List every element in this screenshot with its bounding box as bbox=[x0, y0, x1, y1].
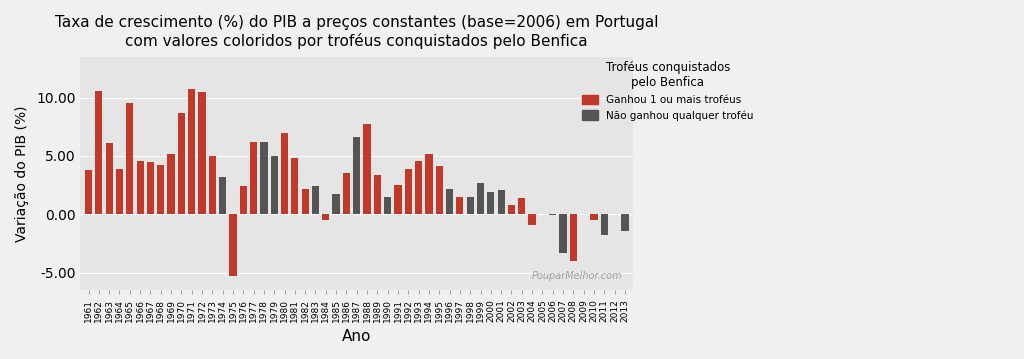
Bar bbox=[178, 113, 185, 214]
Bar bbox=[498, 190, 505, 214]
Bar bbox=[260, 142, 267, 214]
Bar bbox=[270, 156, 278, 214]
Bar bbox=[487, 192, 495, 214]
Bar bbox=[229, 214, 237, 276]
Bar bbox=[508, 205, 515, 214]
Bar bbox=[528, 214, 536, 225]
Bar bbox=[384, 197, 391, 214]
Bar bbox=[569, 214, 577, 261]
Legend: Ganhou 1 ou mais troféus, Não ganhou qualquer troféu: Ganhou 1 ou mais troféus, Não ganhou qua… bbox=[579, 57, 758, 125]
Bar bbox=[291, 158, 298, 214]
Bar bbox=[323, 214, 330, 220]
Bar bbox=[457, 197, 464, 214]
Bar bbox=[518, 198, 525, 214]
Bar bbox=[95, 90, 102, 214]
Bar bbox=[301, 188, 309, 214]
Bar bbox=[105, 143, 113, 214]
Title: Taxa de crescimento (%) do PIB a preços constantes (base=2006) em Portugal
com v: Taxa de crescimento (%) do PIB a preços … bbox=[55, 15, 658, 48]
Y-axis label: Variação do PIB (%): Variação do PIB (%) bbox=[15, 105, 29, 242]
Bar bbox=[281, 132, 288, 214]
Bar bbox=[343, 173, 350, 214]
Bar bbox=[136, 160, 143, 214]
Bar bbox=[353, 137, 360, 214]
Bar bbox=[168, 154, 175, 214]
Bar bbox=[601, 214, 608, 235]
Bar bbox=[622, 214, 629, 230]
Bar bbox=[157, 165, 165, 214]
Bar bbox=[219, 177, 226, 214]
Bar bbox=[333, 194, 340, 214]
Bar bbox=[591, 214, 598, 220]
Bar bbox=[312, 186, 319, 214]
Bar bbox=[549, 214, 556, 215]
Bar bbox=[240, 186, 247, 214]
Bar bbox=[209, 156, 216, 214]
Bar bbox=[445, 188, 454, 214]
X-axis label: Ano: Ano bbox=[342, 329, 372, 344]
Bar bbox=[126, 103, 133, 214]
Bar bbox=[85, 170, 92, 214]
Bar bbox=[559, 214, 566, 253]
Bar bbox=[364, 124, 371, 214]
Bar bbox=[425, 154, 432, 214]
Bar bbox=[146, 162, 154, 214]
Bar bbox=[188, 89, 196, 214]
Bar bbox=[477, 183, 484, 214]
Bar bbox=[374, 174, 381, 214]
Bar bbox=[199, 92, 206, 214]
Bar bbox=[467, 197, 474, 214]
Bar bbox=[394, 185, 401, 214]
Bar bbox=[116, 169, 123, 214]
Bar bbox=[404, 169, 412, 214]
Text: PouparMelhor.com: PouparMelhor.com bbox=[531, 271, 623, 281]
Bar bbox=[435, 166, 442, 214]
Bar bbox=[415, 160, 422, 214]
Bar bbox=[250, 142, 257, 214]
